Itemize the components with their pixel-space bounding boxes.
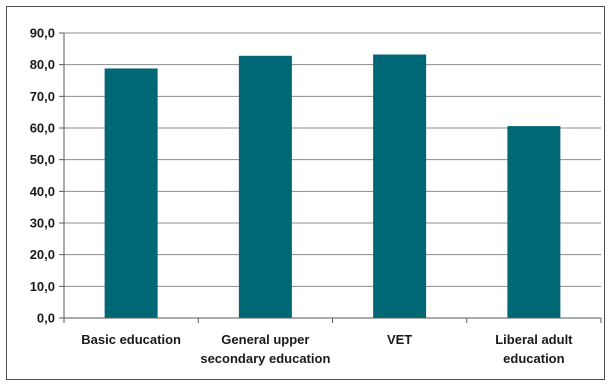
- x-category-label: Liberal adult: [495, 332, 573, 347]
- x-category-label: secondary education: [200, 351, 330, 366]
- x-category-label: education: [503, 351, 564, 366]
- labels: 0,0 10,0 20,0 30,0 40,0 50,0 60,0 70,0 80,0 90,0 B…: [30, 26, 573, 367]
- axes: [59, 32, 602, 323]
- y-tick-label: 90,0: [30, 26, 55, 41]
- y-tick-label: 70,0: [30, 89, 55, 104]
- y-tick-label: 30,0: [30, 216, 55, 231]
- y-tick-label: 20,0: [30, 247, 55, 262]
- y-tick-label: 50,0: [30, 152, 55, 167]
- bar: [238, 55, 292, 319]
- y-tick-label: 10,0: [30, 279, 55, 294]
- bar: [373, 54, 427, 319]
- y-tick-label: 0,0: [37, 311, 55, 326]
- x-category-label: General upper: [221, 332, 309, 347]
- x-category-label: VET: [387, 332, 412, 347]
- bar: [104, 68, 158, 318]
- y-tick-label: 80,0: [30, 57, 55, 72]
- x-category-label: Basic education: [81, 332, 181, 347]
- y-tick-label: 60,0: [30, 121, 55, 136]
- y-tick-label: 40,0: [30, 184, 55, 199]
- bars: [104, 54, 561, 319]
- bar: [507, 126, 561, 318]
